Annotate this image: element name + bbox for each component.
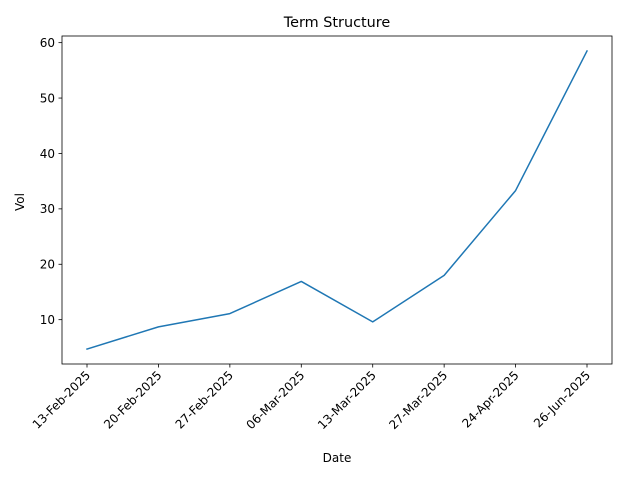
axes-frame xyxy=(61,35,613,365)
y-tick-label: 40 xyxy=(40,147,55,161)
y-tick-label: 20 xyxy=(40,258,55,272)
y-tick-label: 10 xyxy=(40,313,55,327)
series-line-0 xyxy=(86,49,589,350)
chart-title: Term Structure xyxy=(283,15,391,31)
y-tick-label: 60 xyxy=(40,36,55,50)
x-axis-label: Date xyxy=(323,451,352,465)
y-axis-label: Vol xyxy=(13,193,27,211)
y-axis: 10 20 30 40 50 60 xyxy=(40,36,62,327)
y-tick-label: 30 xyxy=(40,202,55,216)
y-tick-label: 50 xyxy=(40,91,55,105)
plot-area xyxy=(61,35,613,365)
